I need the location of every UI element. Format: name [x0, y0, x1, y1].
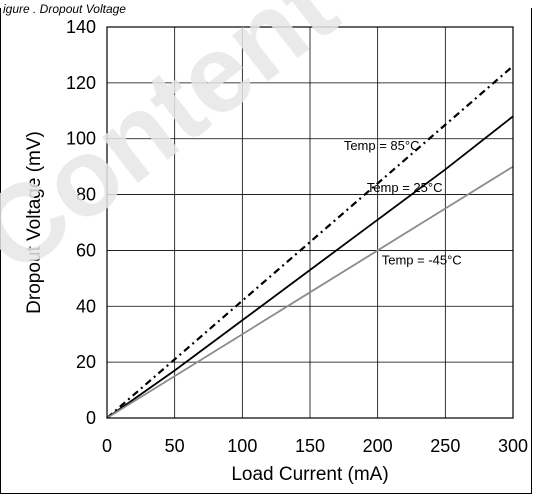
x-tick-label-150: 150 [295, 436, 325, 456]
x-tick-label-200: 200 [363, 436, 393, 456]
series-line-2 [106, 165, 514, 419]
y-tick-label-140: 140 [66, 17, 96, 37]
x-tick-label-50: 50 [165, 436, 185, 456]
x-axis-label: Load Current (mA) [231, 464, 388, 485]
y-tick-label-120: 120 [66, 73, 96, 93]
y-tick-label-40: 40 [76, 296, 96, 316]
plot-area-border [106, 26, 514, 419]
x-tick-label-0: 0 [102, 436, 112, 456]
y-tick-label-80: 80 [76, 185, 96, 205]
series-line-1 [106, 115, 514, 419]
series-annotation-2: Temp = -45°C [382, 252, 462, 267]
tick-labels: 0 50 100 150 200 250 300 0 20 40 60 80 100 120 140 [66, 17, 528, 456]
figure-caption: igure . Dropout Voltage [3, 2, 126, 16]
series-annotation-0: Temp = 85°C [344, 138, 420, 153]
series-line-0 [106, 65, 514, 419]
y-tick-label-0: 0 [86, 408, 96, 428]
x-tick-label-250: 250 [430, 436, 460, 456]
data-series [106, 65, 514, 419]
y-tick-label-20: 20 [76, 352, 96, 372]
series-annotations: Temp = 85°C Temp = 25°C Temp = -45°C [344, 138, 462, 268]
figure-frame: igure . Dropout Voltage [0, 2, 532, 494]
series-annotation-1: Temp = 25°C [367, 180, 443, 195]
grid-lines [106, 26, 514, 419]
y-tick-label-60: 60 [76, 240, 96, 260]
y-axis-label: Dropout Voltage (mV) [24, 131, 45, 314]
x-tick-label-100: 100 [227, 436, 257, 456]
y-tick-label-100: 100 [66, 129, 96, 149]
x-tick-label-300: 300 [498, 436, 528, 456]
